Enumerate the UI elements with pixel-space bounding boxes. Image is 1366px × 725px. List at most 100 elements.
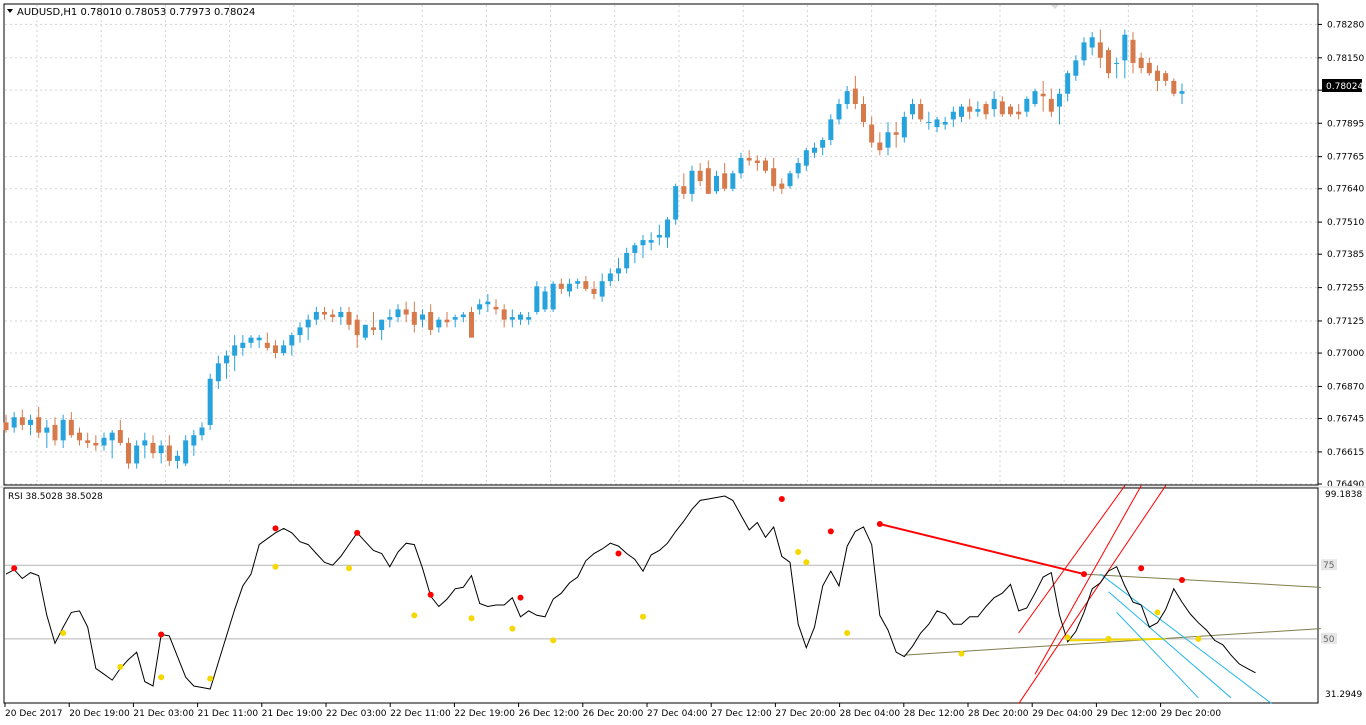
rsi-peak-marker [1179,576,1185,583]
candle-body [281,345,287,354]
candle-body [1073,60,1079,76]
candle-body [738,157,744,174]
blue-channel-line [1100,573,1273,705]
price-panel[interactable]: 0.78280 0.78150 0.77895 0.77765 0.77640 0.775… [3,3,1365,490]
candle-body [722,173,728,189]
blue-channel-line [1116,612,1199,699]
candle-body [52,424,58,441]
candle-body [1097,42,1103,58]
candle-body [460,314,466,318]
candle-body [910,104,915,115]
price-tick-label: 0.76490 [1327,480,1364,490]
rsi-axis: 99.1838 75 50 31.2949 [1321,490,1362,700]
rsi-trough-marker [795,548,802,555]
candle-body [273,345,278,354]
candle-body [485,301,491,305]
last-price-tag [1322,79,1362,92]
candle-body [689,170,695,194]
candle-body [820,139,826,148]
candle-body [3,422,9,431]
price-tick-label: 0.77895 [1327,119,1364,129]
candle-body [330,314,336,318]
candle-body [550,283,556,310]
time-tick-label: 26 Dec 12:00 [519,709,580,719]
rsi-trough-marker [1064,634,1071,641]
candle-body [779,183,785,189]
rsi-trough-marker [1195,635,1202,642]
candle-body [469,311,474,338]
rsi-trough-marker [958,650,965,657]
rsi-peak-marker [517,594,524,601]
price-tick-label: 0.77255 [1327,284,1364,294]
candle-body [885,132,891,148]
time-axis: 20 Dec 2017 20 Dec 19:00 21 Dec 03:00 21 De… [4,703,1221,719]
time-tick-label: 29 Dec 04:00 [1032,709,1093,719]
candle-body [591,288,597,295]
candle-body [1106,50,1111,74]
candle-body [754,160,760,164]
candle-body [869,124,875,143]
candle-body [158,445,164,454]
candle-body [1171,80,1177,94]
candle-body [714,175,719,192]
candle-body [346,311,352,325]
candle-body [371,327,376,330]
rsi-tick-label: 99.1838 [1325,490,1362,500]
candle-body [1155,70,1160,81]
candle-body [787,173,793,187]
panel-splitter[interactable] [0,486,1366,488]
candle-body [697,170,703,182]
candle-body [150,442,156,454]
candle-body [607,273,613,282]
rsi-trendlines [879,485,1321,705]
time-tick-label: 22 Dec 19:00 [454,709,515,719]
time-tick-label: 28 Dec 04:00 [840,709,901,719]
time-tick-label: 27 Dec 04:00 [647,709,708,719]
candle-body [19,417,25,425]
candle-body [893,132,899,135]
candle-body [175,455,180,461]
candle-body [950,111,956,120]
rsi-trough-marker [803,559,810,566]
time-tick-label: 22 Dec 11:00 [390,709,451,719]
candle-body [852,88,858,105]
candle-body [60,419,66,441]
candle-body [763,160,768,171]
candle-body [1016,111,1022,115]
candle-body [1048,98,1054,112]
candle-body [297,327,303,336]
price-tick-label: 0.77125 [1327,317,1364,327]
rsi-panel[interactable]: 99.1838 75 50 31.2949 RSI 38.5028 38.5028 [3,485,1362,705]
candle-body [1138,57,1144,69]
red-channel-line [1018,485,1126,634]
rsi-peak-marker [827,528,834,535]
candle-body [207,378,213,425]
price-plot-area [3,3,1319,486]
candle-body [93,442,99,446]
candle-body [232,345,238,356]
red-channel-line [1034,485,1142,675]
price-tick-label: 0.77000 [1327,349,1364,359]
candle-body [934,119,940,128]
candle-body [1163,73,1169,81]
candle-body [338,311,344,318]
candle-body [1057,93,1062,107]
time-tick-label: 26 Dec 20:00 [583,709,644,719]
candle-body [999,101,1005,115]
rsi-trough-marker [509,625,516,632]
candle-body [1008,106,1013,115]
collapse-arrow-icon[interactable] [7,9,13,13]
candle-body [665,219,670,238]
rsi-trough-marker [411,612,418,619]
candle-body [1114,62,1120,64]
price-tick-label: 0.77765 [1327,153,1364,163]
time-tick-label: 28 Dec 12:00 [904,709,965,719]
candle-body [436,319,442,328]
candle-body [624,252,630,269]
rsi-line-series [5,495,1256,690]
time-tick-label: 29 Dec 12:00 [1096,709,1157,719]
rsi-peak-marker [354,529,361,536]
candle-body [1065,73,1071,94]
red-channel-line [1018,485,1167,704]
